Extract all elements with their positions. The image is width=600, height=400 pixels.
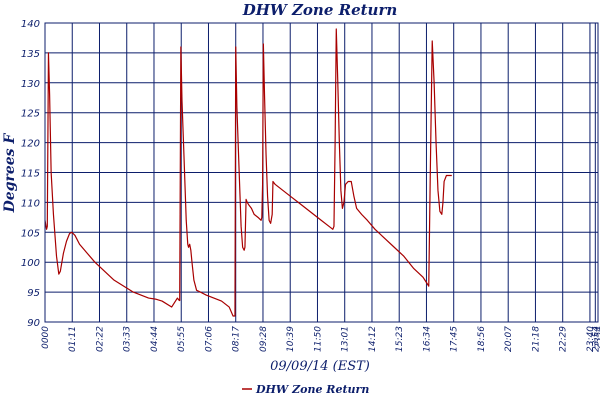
x-tick-label: 21:18 [531, 326, 541, 352]
y-tick-label: 110 [21, 198, 40, 209]
legend: DHW Zone Return [242, 383, 369, 396]
x-tick-label: 13:01 [341, 326, 351, 352]
x-tick-label: 16:34 [422, 326, 432, 352]
y-tick-label: 90 [27, 318, 40, 329]
x-tick-label: 11:50 [313, 326, 323, 352]
x-tick-label: 20:07 [504, 326, 514, 352]
x-tick-label: 05:55 [177, 326, 187, 352]
y-tick-label: 140 [21, 19, 40, 30]
plot-frame [44, 22, 599, 323]
y-tick-label: 115 [21, 169, 40, 180]
x-tick-label: 01:11 [68, 326, 78, 352]
series-line [44, 28, 452, 317]
x-tick-label: 02:22 [95, 326, 105, 352]
x-tick-label: 09:28 [259, 326, 269, 352]
x-tick-label: 22:29 [559, 326, 569, 352]
chart-title: DHW Zone Return [242, 1, 398, 19]
x-tick-label: 08:17 [232, 326, 242, 352]
x-tick-label: 04:44 [150, 326, 160, 352]
series-layer [44, 28, 452, 317]
x-axis-label: 09/09/14 (EST) [270, 359, 370, 374]
x-tick-label: 15:23 [395, 326, 405, 352]
x-tick-label: 10:39 [286, 326, 296, 352]
x-tick-label: 17:45 [450, 326, 460, 352]
y-axis-ticks: 90 95 100 105 110 115 120 125 130 135 140 [21, 19, 40, 329]
y-axis-label: Degrees F [2, 133, 18, 214]
y-tick-label: 130 [21, 79, 40, 90]
x-tick-label: 18:56 [477, 326, 487, 352]
x-tick-label: 2354 [594, 326, 600, 349]
x-axis-ticks: 0000 01:11 02:22 03:33 04:44 05:55 07:06 08:17 0… [41, 326, 600, 352]
x-tick-label: 14:12 [368, 326, 378, 352]
y-tick-label: 95 [27, 288, 40, 299]
y-tick-label: 100 [21, 258, 40, 269]
x-tick-label: 23:54 [591, 326, 600, 352]
y-tick-label: 105 [21, 228, 40, 239]
x-tick-label: 23:40 [586, 326, 596, 352]
grid [44, 22, 599, 323]
y-tick-label: 120 [21, 139, 40, 150]
legend-label: DHW Zone Return [255, 383, 369, 396]
x-tick-label: 0000 [41, 326, 51, 349]
x-tick-label: 07:06 [204, 326, 214, 352]
y-tick-label: 135 [21, 49, 40, 60]
y-tick-label: 125 [21, 109, 40, 120]
x-tick-label: 03:33 [123, 326, 133, 352]
